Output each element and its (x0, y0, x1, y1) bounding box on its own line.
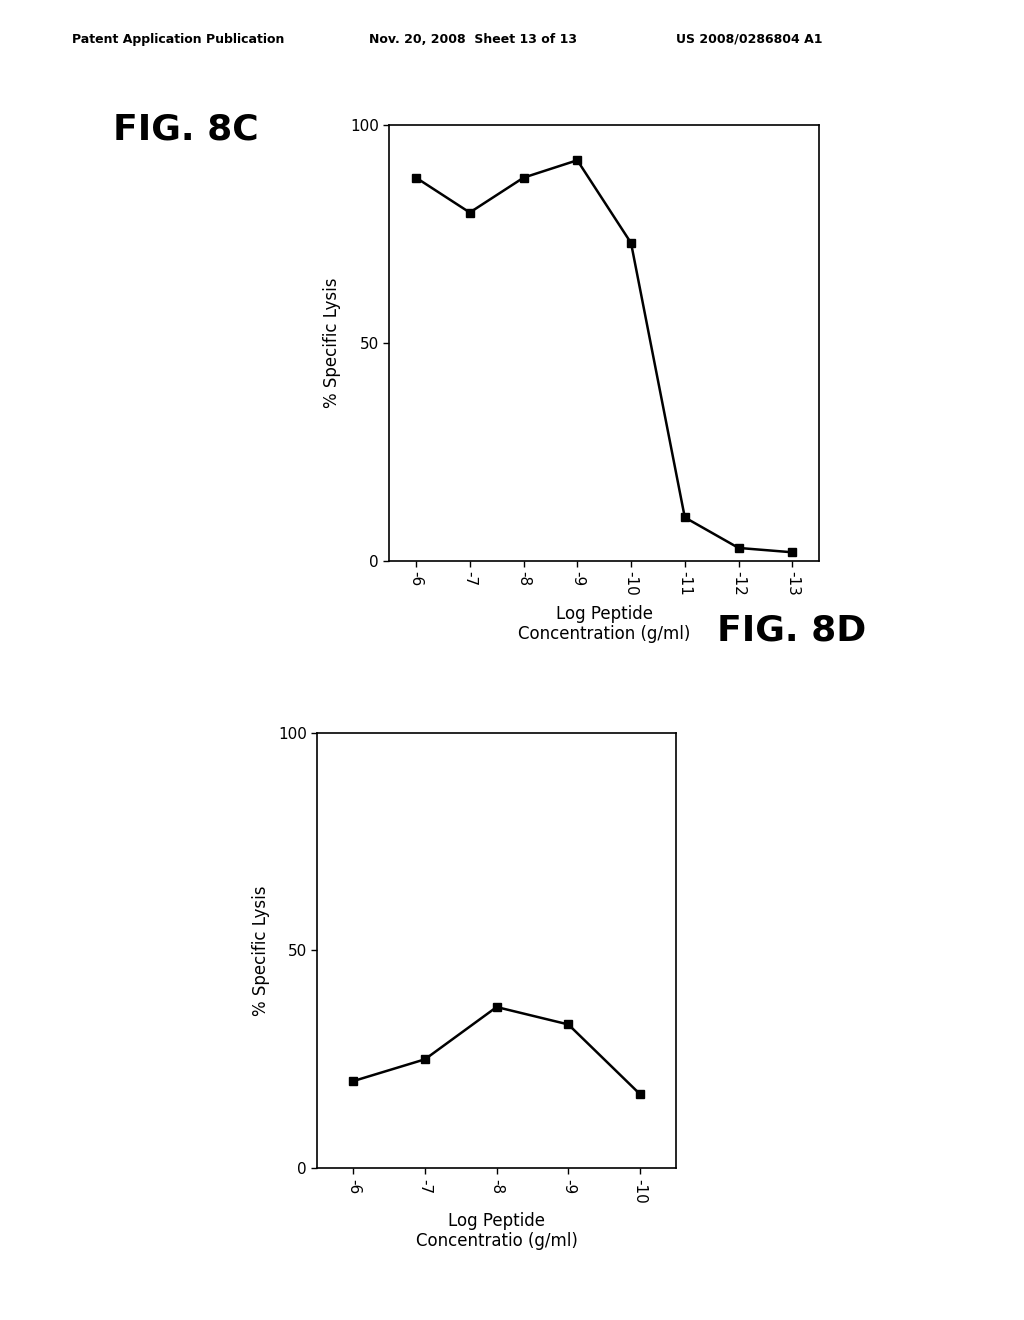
Y-axis label: % Specific Lysis: % Specific Lysis (252, 886, 269, 1015)
Text: FIG. 8D: FIG. 8D (717, 614, 866, 648)
Text: FIG. 8C: FIG. 8C (113, 112, 258, 147)
X-axis label: Log Peptide
Concentration (g/ml): Log Peptide Concentration (g/ml) (518, 605, 690, 643)
X-axis label: Log Peptide
Concentratio (g/ml): Log Peptide Concentratio (g/ml) (416, 1212, 578, 1250)
Text: Nov. 20, 2008  Sheet 13 of 13: Nov. 20, 2008 Sheet 13 of 13 (369, 33, 577, 46)
Y-axis label: % Specific Lysis: % Specific Lysis (324, 279, 341, 408)
Text: US 2008/0286804 A1: US 2008/0286804 A1 (676, 33, 822, 46)
Text: Patent Application Publication: Patent Application Publication (72, 33, 284, 46)
